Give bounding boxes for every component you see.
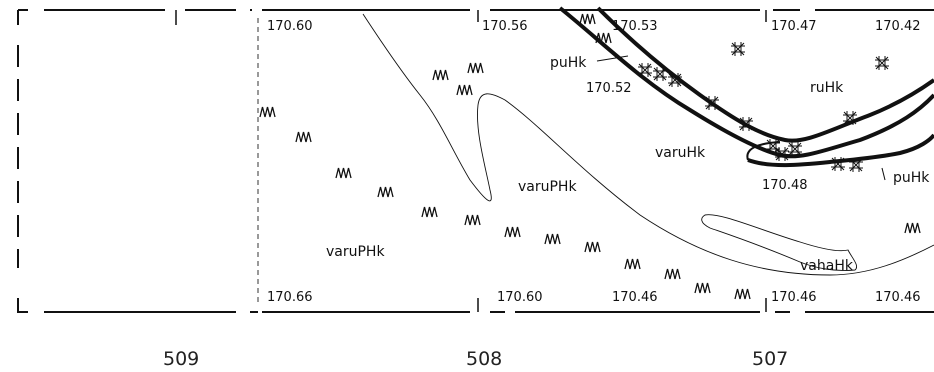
grid-number-509: 509 [163, 348, 199, 370]
elevation-top-3: 170.53 [612, 19, 658, 34]
soil-boundaries [362, 6, 934, 276]
elevation-bottom-4: 170.46 [771, 290, 817, 305]
trench-frame [17, 9, 934, 313]
elevation-top-1: 170.60 [267, 19, 313, 34]
unit-label-ruhk: ruHk [810, 80, 844, 96]
elevation-top-5: 170.42 [875, 19, 921, 34]
puhk-leader-top [596, 55, 629, 62]
elevation-bottom-2: 170.60 [497, 290, 543, 305]
elevation-inner-2: 170.48 [762, 178, 808, 193]
unit-label-varuphk-center: varuPHk [518, 179, 577, 195]
grid-number-508: 508 [466, 348, 502, 370]
unit-label-puhk-top: puHk [550, 55, 587, 71]
elevation-top-4: 170.47 [771, 19, 817, 34]
puhk-leader-right [881, 167, 886, 181]
unit-label-puhk-right: puHk [893, 170, 930, 186]
unit-label-varuphk-left: varuPHk [326, 244, 385, 260]
unit-label-varuhk: varuHk [655, 145, 706, 161]
unit-label-vahahk: vahaHk [800, 258, 854, 274]
elevation-top-2: 170.56 [482, 19, 528, 34]
elevation-bottom-3: 170.46 [612, 290, 658, 305]
elevation-bottom-5: 170.46 [875, 290, 921, 305]
elevation-bottom-1: 170.66 [267, 290, 313, 305]
grid-number-507: 507 [752, 348, 788, 370]
elevation-inner-1: 170.52 [586, 81, 632, 96]
